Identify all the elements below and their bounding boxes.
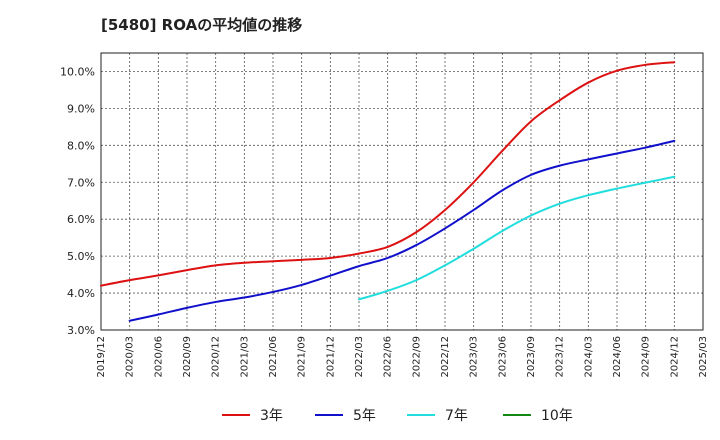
x-tick-label: 2025/03 [698,336,709,378]
x-tick-label: 2021/06 [268,336,279,378]
y-tick-label: 4.0% [67,287,95,300]
series-line-1 [128,139,676,322]
x-tick-label: 2019/12 [96,336,107,378]
legend-swatch [407,414,435,416]
x-axis: 2019/12 2020/03 2020/06 2020/09 2020/12 2021/… [96,336,709,378]
x-tick-label: 2023/03 [469,336,480,378]
y-tick-label: 6.0% [67,213,95,226]
x-tick-label: 2022/09 [411,336,422,378]
x-tick-label: 2022/12 [440,336,451,378]
x-tick-label: 2022/06 [383,336,394,378]
legend-label: 3年 [260,408,283,424]
x-tick-label: 2023/06 [497,336,508,378]
x-tick-label: 2024/09 [641,336,652,378]
chart-title: [5480] ROAの平均値の推移 [101,16,303,34]
y-tick-label: 3.0% [67,324,95,337]
legend-item-3: 10年 [503,404,573,426]
legend-label: 7年 [445,408,468,424]
legend-swatch [315,414,343,416]
y-tick-label: 7.0% [67,176,95,189]
y-tick-label: 5.0% [67,250,95,263]
x-tick-label: 2021/03 [239,336,250,378]
legend: 3年 5年 7年 10年 [0,404,720,426]
x-tick-label: 2021/12 [325,336,336,378]
plot-frame [100,52,704,331]
legend-swatch [503,414,531,416]
x-tick-label: 2020/03 [125,336,136,378]
x-tick-label: 2022/03 [354,336,365,378]
x-tick-label: 2024/12 [669,336,680,378]
legend-label: 10年 [541,408,573,424]
legend-label: 5年 [353,408,376,424]
x-tick-label: 2020/12 [211,336,222,378]
y-axis: 3.0% 4.0% 5.0% 6.0% 7.0% 8.0% 9.0% 10.0% [60,65,95,337]
legend-swatch [222,414,250,416]
x-tick-label: 2020/06 [153,336,164,378]
series-lines [100,61,676,322]
grid [101,53,703,330]
legend-item-1: 5年 [315,404,376,426]
legend-item-2: 7年 [407,404,468,426]
x-tick-label: 2024/03 [583,336,594,378]
y-tick-label: 9.0% [67,102,95,115]
x-tick-label: 2023/12 [555,336,566,378]
series-line-0 [100,61,676,287]
y-tick-label: 10.0% [60,65,95,78]
x-tick-label: 2023/09 [526,336,537,378]
legend-item-0: 3年 [222,404,283,426]
x-tick-label: 2020/09 [182,336,193,378]
series-line-2 [358,175,676,301]
line-chart: 3.0% 4.0% 5.0% 6.0% 7.0% 8.0% 9.0% 10.0% 2019/1… [60,52,709,378]
x-tick-label: 2021/09 [297,336,308,378]
x-tick-label: 2024/06 [612,336,623,378]
y-tick-label: 8.0% [67,139,95,152]
